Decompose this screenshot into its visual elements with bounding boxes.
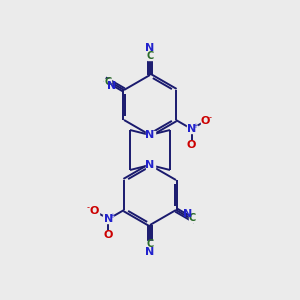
Text: N: N	[146, 130, 154, 140]
Text: N: N	[146, 43, 154, 53]
FancyBboxPatch shape	[103, 215, 113, 223]
FancyBboxPatch shape	[188, 141, 196, 149]
Text: +: +	[193, 123, 199, 129]
FancyBboxPatch shape	[146, 52, 154, 59]
Text: N: N	[107, 81, 117, 91]
Text: O: O	[90, 206, 99, 216]
FancyBboxPatch shape	[188, 214, 196, 221]
Text: N: N	[146, 247, 154, 257]
Text: C: C	[104, 77, 112, 87]
Text: +: +	[110, 213, 116, 219]
FancyBboxPatch shape	[104, 79, 112, 86]
Text: O: O	[187, 140, 196, 150]
Text: -: -	[87, 203, 90, 212]
FancyBboxPatch shape	[146, 161, 154, 169]
Text: O: O	[104, 230, 113, 240]
FancyBboxPatch shape	[146, 131, 154, 139]
Text: N: N	[104, 214, 113, 224]
Text: N: N	[146, 160, 154, 170]
Text: N: N	[183, 209, 193, 219]
FancyBboxPatch shape	[201, 117, 210, 125]
Text: C: C	[146, 51, 154, 61]
FancyBboxPatch shape	[90, 207, 99, 215]
Text: N: N	[187, 124, 196, 134]
FancyBboxPatch shape	[146, 241, 154, 248]
Text: -: -	[209, 113, 212, 122]
Text: C: C	[188, 213, 196, 223]
Text: O: O	[201, 116, 210, 126]
FancyBboxPatch shape	[104, 231, 112, 239]
Text: C: C	[146, 239, 154, 249]
FancyBboxPatch shape	[187, 125, 196, 133]
